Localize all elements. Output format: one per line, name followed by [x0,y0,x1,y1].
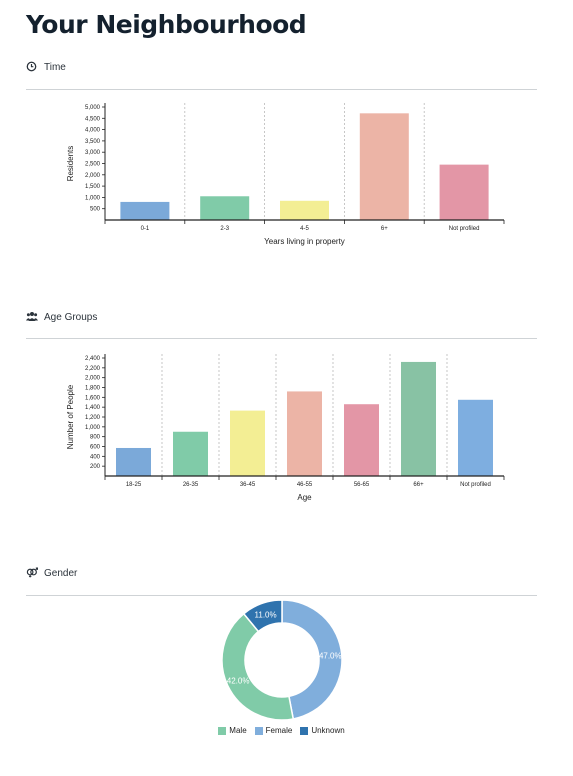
y-tick-label: 5,000 [85,105,101,111]
legend-swatch [254,726,263,735]
y-axis-title: Residents [66,146,75,182]
legend-item: Male [218,726,247,735]
section-divider [26,89,537,90]
x-axis-title: Years living in property [264,237,345,246]
bar [116,447,151,476]
bar [280,200,329,220]
chart-time: 500 1,000 1,500 2,000 2,500 3,000 3,500 4,000 4,… [66,103,505,246]
legend-label: Unknown [311,726,345,735]
gender-icon [26,567,38,579]
legend-swatch [218,726,227,735]
bar [401,361,436,476]
legend-label: Female [265,726,293,735]
section-divider [26,595,537,596]
y-tick-label: 800 [90,435,101,441]
x-tick-label: 36-45 [240,482,256,488]
users-icon [26,311,38,323]
x-tick-label: 56-65 [354,482,370,488]
gender-legend: Male Female Unknown [0,726,563,735]
y-tick-label: 3,500 [85,139,101,145]
x-tick-label: 2-3 [220,226,229,232]
y-tick-label: 1,000 [85,425,101,431]
y-tick-label: 1,200 [85,415,101,421]
legend-swatch [300,726,309,735]
section-title-time: Time [44,61,66,73]
section-header-gender: Gender [26,567,77,579]
bar [458,399,493,476]
page-title: Your Neighbourhood [26,10,307,39]
y-tick-label: 2,000 [85,376,101,382]
y-tick-label: 2,400 [85,356,101,362]
x-tick-label: 26-35 [183,482,199,488]
clock-icon [26,61,38,73]
bar [359,113,409,220]
y-tick-label: 4,500 [85,116,101,122]
x-tick-label: 66+ [413,482,424,488]
slice-label: 47.0% [319,651,342,660]
legend-item: Female [254,726,293,735]
x-tick-label: 4-5 [300,226,309,232]
section-title-age: Age Groups [44,311,98,323]
chart-age: 200 400 600 800 1,000 1,200 1,400 1,600 1,800 2,0… [66,354,505,502]
x-tick-label: 46-55 [297,482,313,488]
y-tick-label: 2,000 [85,173,101,179]
y-tick-label: 2,500 [85,162,101,168]
x-tick-label: Not profiled [460,482,491,488]
bar [344,404,379,476]
bar [200,196,250,220]
section-header-age: Age Groups [26,311,97,323]
bar [439,164,489,220]
section-divider [26,338,537,339]
x-tick-label: 6+ [381,226,388,232]
y-tick-label: 1,000 [85,195,101,201]
y-tick-label: 4,000 [85,128,101,134]
y-tick-label: 3,000 [85,150,101,156]
section-header-time: Time [26,61,66,73]
donut-slice [221,612,295,721]
y-tick-label: 500 [90,207,101,213]
y-tick-label: 2,200 [85,366,101,372]
y-tick-label: 1,800 [85,386,101,392]
bar [230,410,265,476]
x-tick-label: Not profiled [449,226,480,232]
y-tick-label: 200 [90,464,101,470]
y-tick-label: 1,400 [85,405,101,411]
x-axis-title: Age [297,493,312,502]
bar [120,201,170,220]
legend-label: Male [229,726,247,735]
donut-slice [242,599,283,633]
y-tick-label: 600 [90,445,101,451]
chart-gender: 47.0% 42.0% 11.0% [221,599,343,721]
slice-label: 11.0% [255,610,277,619]
bar [173,431,208,476]
y-tick-label: 1,500 [85,184,101,190]
section-title-gender: Gender [44,567,78,579]
y-tick-label: 1,600 [85,395,101,401]
legend-item: Unknown [300,726,345,735]
x-tick-label: 0-1 [141,226,150,232]
bar [287,391,322,476]
donut-slice [281,599,343,720]
y-tick-label: 400 [90,454,101,460]
x-tick-label: 18-25 [126,482,142,488]
y-axis-title: Number of People [66,384,75,449]
slice-label: 42.0% [227,677,250,686]
